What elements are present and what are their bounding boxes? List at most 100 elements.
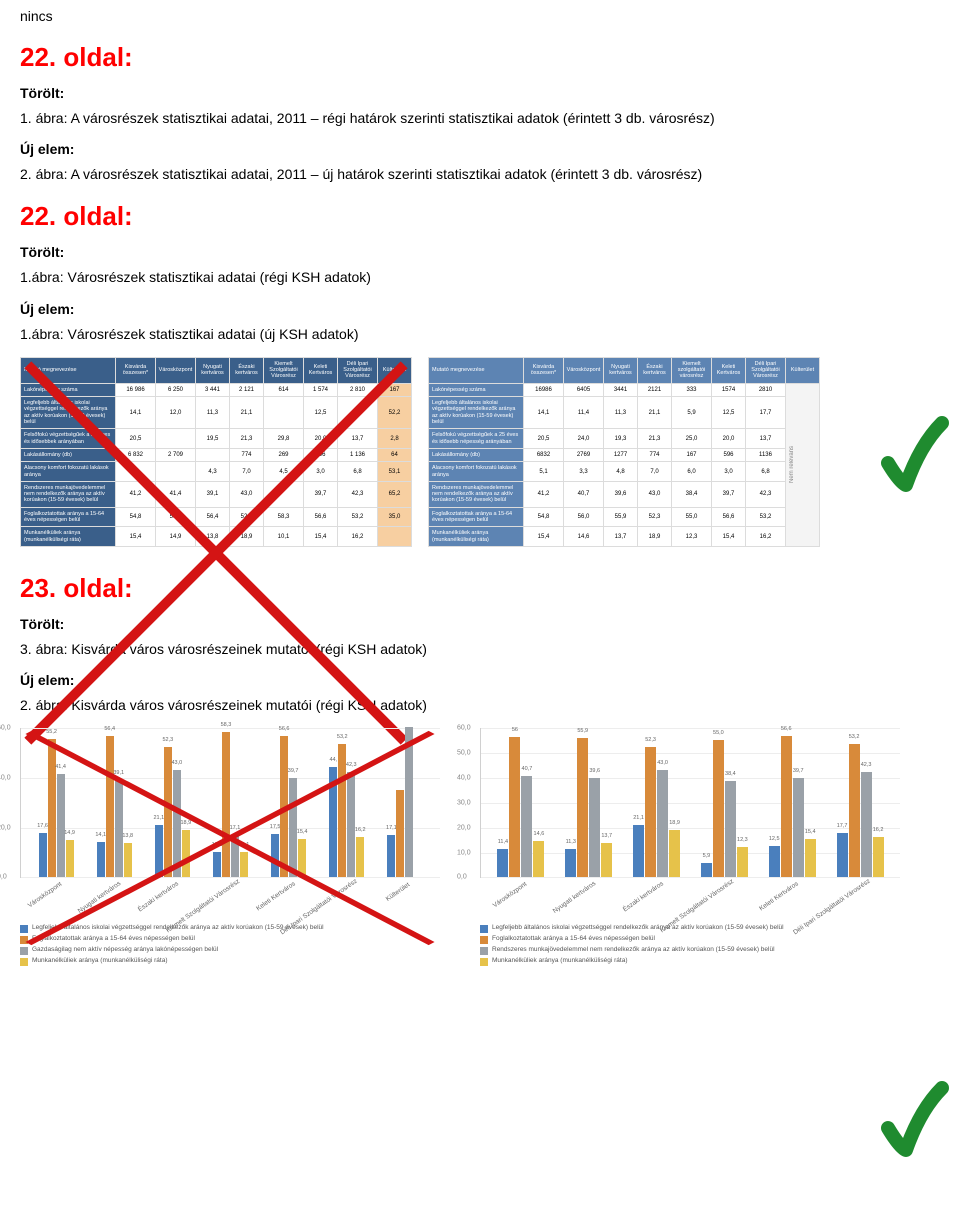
cell: 1574	[712, 383, 746, 396]
cell: 11,4	[564, 397, 604, 429]
bar-value: 56,4	[104, 726, 115, 732]
cell: 56,6	[304, 507, 338, 527]
bar-value: 17,6	[37, 823, 48, 829]
x-label: Keleti Kertváros	[255, 881, 297, 913]
cell: 13,7	[746, 429, 786, 449]
bar: 21,1	[633, 825, 644, 878]
x-label: Keleti Kertváros	[758, 881, 800, 913]
cell: 3,3	[564, 462, 604, 482]
bar: 13,8	[124, 843, 132, 878]
bar: 38,4	[725, 781, 736, 877]
cell: 4,8	[604, 462, 638, 482]
cell: 167	[672, 448, 712, 461]
bar: 56,6	[781, 736, 792, 878]
bar-value: 43,0	[657, 760, 668, 766]
cell: 5,1	[524, 462, 564, 482]
cell: 15,4	[712, 527, 746, 547]
y-tick: 20,0	[457, 824, 471, 831]
legend-item: Munkanélküliek aránya (munkanélküliségi …	[480, 957, 900, 966]
cell: 55,2	[156, 507, 196, 527]
bar-value: 13,7	[601, 833, 612, 839]
bar-value: 5,9	[703, 853, 711, 859]
col-header: Keleti Kertváros	[712, 357, 746, 383]
row-header: Alacsony komfort fokozatú lakások aránya	[429, 462, 524, 482]
bar-value: 41,4	[55, 764, 66, 770]
bar-value: 44,	[329, 757, 337, 763]
cell: 774	[638, 448, 672, 461]
cell: 56,0	[564, 507, 604, 527]
bar: 52,3	[645, 747, 656, 878]
cell: 17,7	[338, 397, 378, 429]
row-header: Lakónépesség száma	[21, 383, 116, 396]
cell: 39,1	[196, 481, 230, 507]
cell	[264, 481, 304, 507]
section-1-heading: 22. oldal:	[20, 42, 940, 73]
bar-value: 39,6	[589, 768, 600, 774]
old-table-wrap: Mutató megnevezéseKisvárda összesen*Váro…	[20, 357, 412, 547]
col-header: Nyugati kertváros	[196, 357, 230, 383]
legend-item: Gazdaságilag nem aktív népesség aránya l…	[20, 946, 440, 955]
bar: 39,1	[115, 780, 123, 878]
y-tick: 50,0	[457, 750, 471, 757]
section-1-deleted-label: Törölt:	[20, 85, 940, 101]
bar: 14,9	[66, 840, 74, 877]
legend-text: Foglalkoztatottak aránya a 15-64 éves né…	[492, 935, 655, 943]
col-header: Déli Ipari Szolgáltatói Városrész	[746, 357, 786, 383]
row-header: Foglalkoztatottak aránya a 15-64 éves né…	[21, 507, 116, 527]
col-header: Külterület	[378, 357, 412, 383]
bar-value: 12,3	[737, 837, 748, 843]
bar-value: 55,0	[713, 730, 724, 736]
cell: 6 250	[156, 383, 196, 396]
cell: 16 986	[116, 383, 156, 396]
tables-row: Mutató megnevezéseKisvárda összesen*Váro…	[20, 357, 940, 547]
legend-text: Legfeljebb általános iskolai végzettségg…	[492, 924, 784, 932]
col-header: Külterület	[786, 357, 820, 383]
cell: 596	[712, 448, 746, 461]
bar-value: 17,1	[386, 825, 397, 831]
x-label: Északi kertváros	[621, 881, 664, 914]
legend-item: Munkanélküliek aránya (munkanélküliségi …	[20, 957, 440, 966]
cell: 167	[378, 383, 412, 396]
cell: 15,4	[304, 527, 338, 547]
cell: 3441	[604, 383, 638, 396]
bar-value: 11,3	[566, 839, 576, 845]
bar-value: 17,1	[230, 825, 241, 831]
cell: 2 121	[230, 383, 264, 396]
cell: 2 709	[156, 448, 196, 461]
col-header: Északi kertváros	[638, 357, 672, 383]
row-header: Legfeljebb általános iskolai végzettségg…	[21, 397, 116, 429]
cell: 1 574	[304, 383, 338, 396]
bar: 15,4	[298, 839, 306, 878]
new-chart-wrap: 0,010,020,030,040,050,060,011,45640,714,…	[480, 728, 900, 968]
row-header: Lakásállomány (db)	[429, 448, 524, 461]
legend-item: Foglalkoztatottak aránya a 15-64 éves né…	[20, 935, 440, 944]
y-tick: 60,0	[0, 725, 11, 732]
cell: 39,6	[604, 481, 638, 507]
cell: 11,3	[196, 397, 230, 429]
cell: 269	[264, 448, 304, 461]
cell: 10,1	[264, 527, 304, 547]
bar	[396, 790, 404, 878]
row-header: Rendszeres munkajövedelemmel nem rendelk…	[429, 481, 524, 507]
cell	[156, 429, 196, 449]
cell: 39,7	[712, 481, 746, 507]
cell: 53,2	[746, 507, 786, 527]
legend-swatch	[480, 925, 488, 933]
bar-value: 17,7	[837, 823, 848, 829]
col-header: Kisvárda összesen*	[116, 357, 156, 383]
x-label: Városközpont	[492, 881, 529, 910]
bar-value: 42,3	[346, 762, 357, 768]
bar-value: 58,3	[221, 722, 232, 728]
new-chart-legend: Legfeljebb általános iskolai végzettségg…	[480, 924, 900, 966]
row-header: Rendszeres munkajövedelemmel nem rendelk…	[21, 481, 116, 507]
bar: 16,2	[873, 837, 884, 878]
cell: 15,4	[524, 527, 564, 547]
bar: 10,1	[240, 852, 248, 877]
section-2-new-label: Új elem:	[20, 301, 940, 317]
x-label: Külterület	[385, 882, 412, 903]
cell: 15,4	[116, 527, 156, 547]
cell: 20,5	[116, 429, 156, 449]
bar-value: 14,1	[95, 832, 106, 838]
legend-text: Rendszeres munkajövedelemmel nem rendelk…	[492, 946, 775, 954]
bar: 39,7	[793, 778, 804, 877]
